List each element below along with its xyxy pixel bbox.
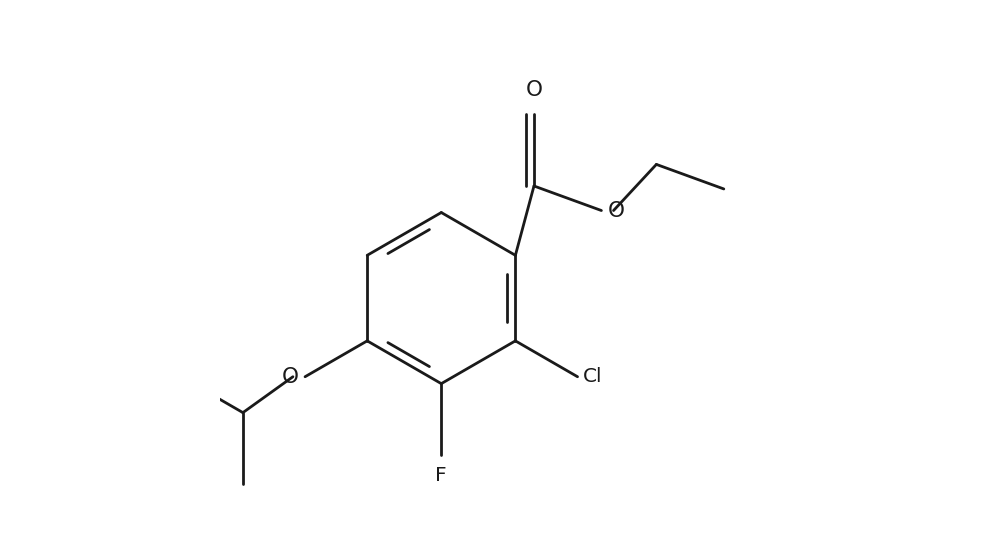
Text: Cl: Cl <box>583 367 603 386</box>
Text: F: F <box>436 466 447 485</box>
Text: O: O <box>525 81 542 100</box>
Text: O: O <box>281 367 299 387</box>
Text: O: O <box>608 200 625 221</box>
